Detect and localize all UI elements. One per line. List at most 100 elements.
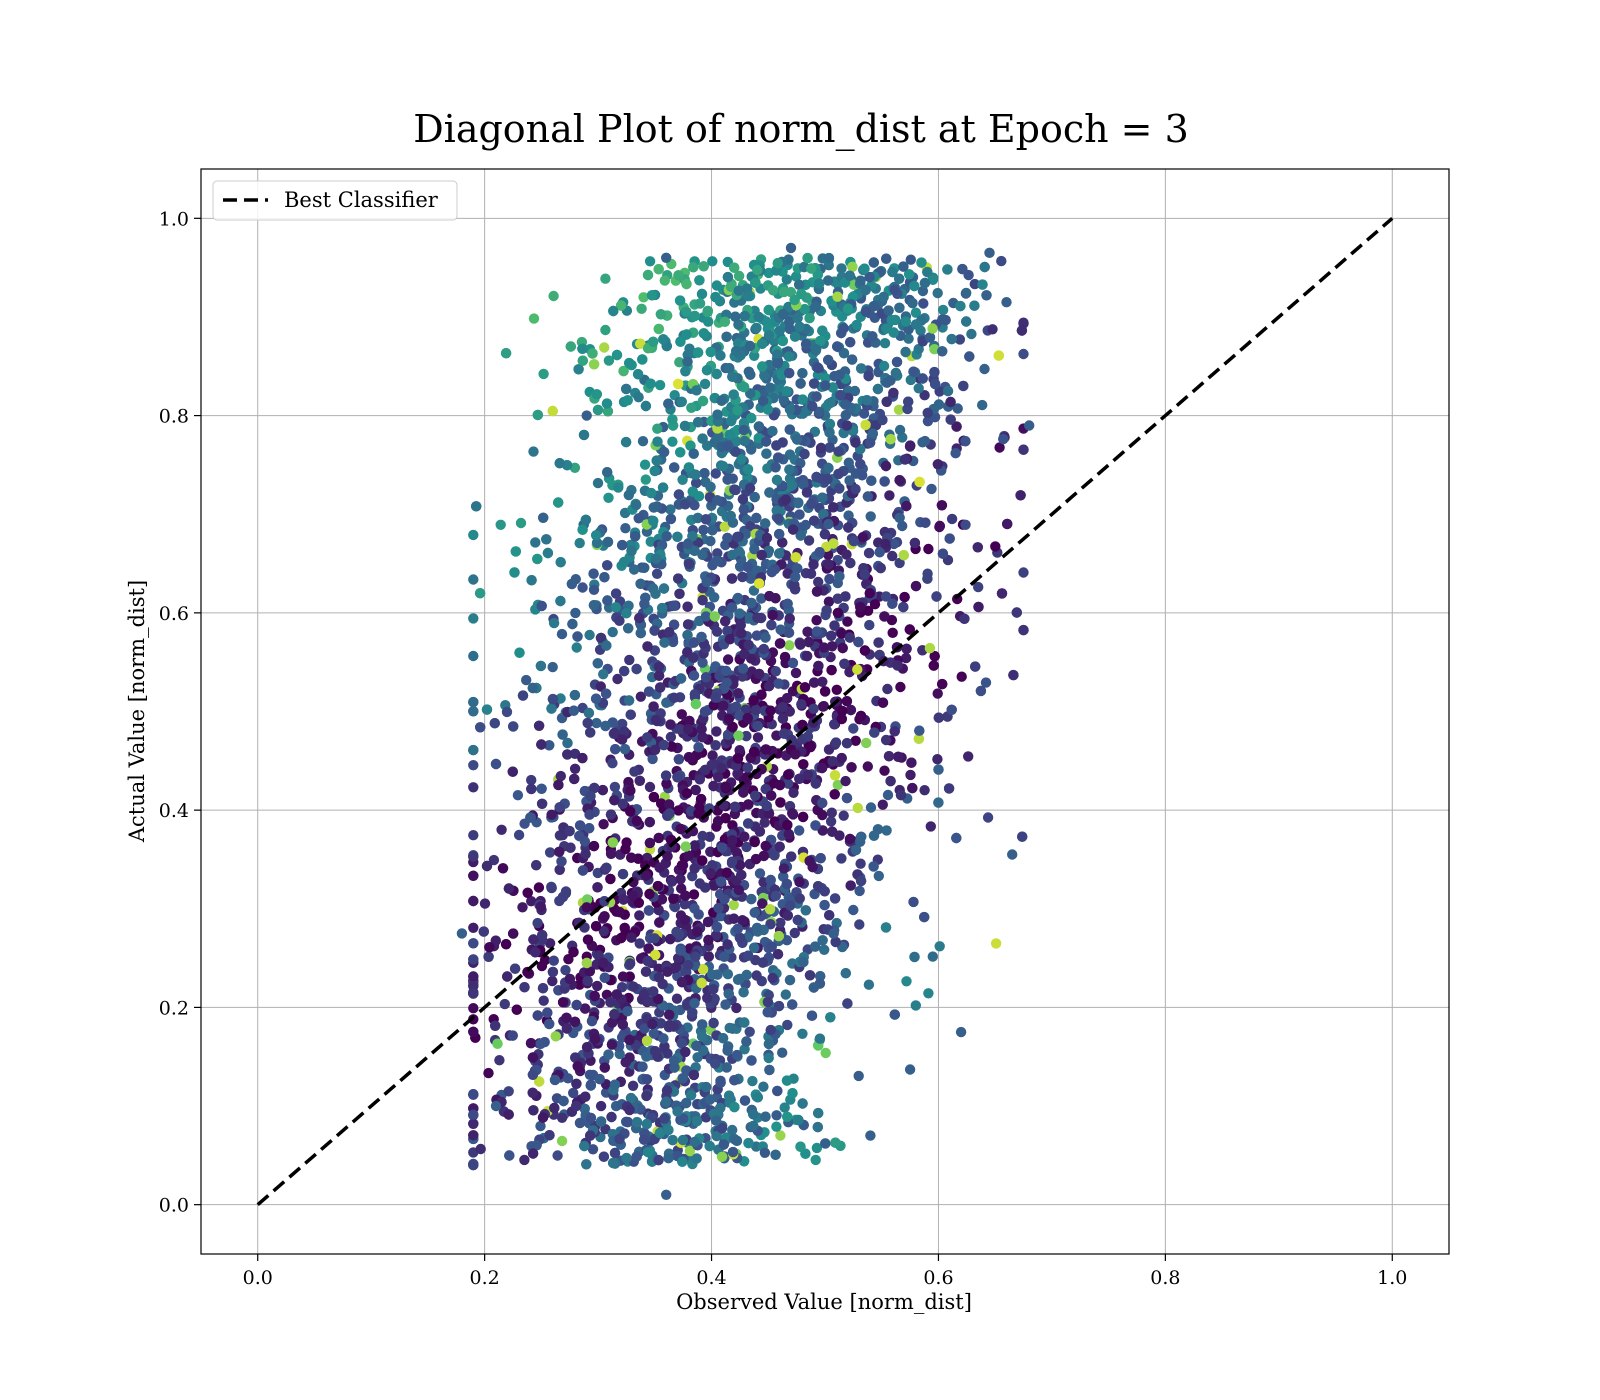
scatter-point (532, 917, 543, 929)
scatter-point (667, 436, 678, 447)
scatter-point (631, 663, 642, 675)
scatter-point (514, 647, 525, 658)
scatter-point (525, 812, 536, 823)
scatter-point (846, 354, 858, 365)
scatter-point (564, 825, 575, 837)
scatter-point (920, 517, 931, 528)
scatter-point (614, 615, 625, 626)
scatter-point (802, 731, 814, 742)
scatter-point (548, 617, 560, 629)
scatter-point (778, 395, 790, 406)
scatter-point (787, 524, 799, 535)
scatter-point (781, 693, 793, 704)
scatter-point (838, 348, 850, 359)
scatter-point (748, 585, 760, 596)
scatter-point (743, 1137, 754, 1149)
scatter-point (760, 744, 772, 755)
scatter-point (672, 772, 683, 783)
scatter-point (891, 356, 903, 368)
scatter-point (631, 1151, 642, 1162)
scatter-point (796, 288, 807, 300)
scatter-point (658, 1033, 669, 1044)
scatter-point (738, 504, 750, 515)
scatter-point (848, 904, 859, 916)
scatter-point (770, 1149, 781, 1161)
scatter-point (924, 643, 936, 654)
scatter-point (581, 1159, 592, 1170)
scatter-point (758, 395, 769, 407)
scatter-point (716, 1123, 728, 1134)
scatter-point (492, 1038, 503, 1049)
scatter-point (754, 868, 766, 879)
scatter-point (624, 357, 635, 369)
scatter-point (658, 739, 669, 751)
scatter-point (837, 705, 848, 717)
scatter-points (456, 242, 1035, 1201)
scatter-point (694, 774, 705, 785)
scatter-point (468, 1026, 479, 1038)
scatter-point (534, 1076, 545, 1087)
scatter-point (600, 273, 611, 284)
scatter-point (982, 812, 994, 823)
scatter-point (933, 764, 944, 775)
scatter-point (1017, 831, 1028, 842)
scatter-point (836, 263, 847, 274)
scatter-point (782, 1019, 793, 1031)
scatter-point (804, 970, 816, 981)
scatter-point (530, 537, 541, 548)
scatter-point (821, 605, 832, 616)
scatter-point (647, 1018, 658, 1030)
scatter-point (848, 723, 859, 734)
scatter-point (722, 939, 733, 950)
scatter-point (679, 899, 690, 910)
scatter-point (592, 404, 604, 416)
scatter-point (720, 813, 731, 824)
scatter-point (961, 316, 972, 327)
scatter-point (909, 280, 920, 292)
scatter-point (707, 860, 718, 871)
scatter-point (944, 533, 955, 544)
scatter-point (917, 285, 929, 297)
scatter-point (673, 573, 684, 584)
scatter-point (731, 1049, 743, 1061)
scatter-point (950, 448, 961, 459)
scatter-point (762, 404, 774, 415)
scatter-point (548, 955, 559, 966)
scatter-point (733, 688, 744, 699)
scatter-point (760, 840, 771, 852)
scatter-point (834, 571, 845, 582)
scatter-point (767, 426, 778, 437)
scatter-point (519, 1154, 530, 1166)
scatter-point (556, 1112, 568, 1124)
scatter-point (632, 369, 644, 380)
scatter-point (832, 607, 844, 619)
scatter-point (771, 1121, 782, 1132)
scatter-point (833, 446, 844, 457)
scatter-point (673, 953, 684, 964)
scatter-point (770, 890, 781, 901)
scatter-point (856, 363, 867, 374)
scatter-point (838, 810, 849, 821)
scatter-point (762, 463, 773, 474)
scatter-point (656, 894, 668, 905)
scatter-point (749, 836, 760, 848)
scatter-point (879, 611, 890, 622)
scatter-point (932, 287, 943, 299)
scatter-point (817, 325, 828, 336)
scatter-point (702, 916, 714, 928)
scatter-point (572, 631, 583, 642)
scatter-point (581, 957, 592, 969)
scatter-point (759, 1147, 771, 1159)
scatter-point (781, 274, 792, 285)
scatter-point (535, 1120, 546, 1132)
scatter-point (661, 697, 672, 708)
scatter-point (810, 1154, 821, 1166)
scatter-point (609, 781, 621, 793)
scatter-point (549, 1074, 561, 1086)
scatter-point (862, 491, 874, 502)
scatter-point (813, 362, 824, 374)
scatter-point (515, 517, 527, 529)
scatter-point (676, 709, 687, 720)
scatter-point (817, 935, 828, 946)
scatter-point (528, 934, 539, 945)
